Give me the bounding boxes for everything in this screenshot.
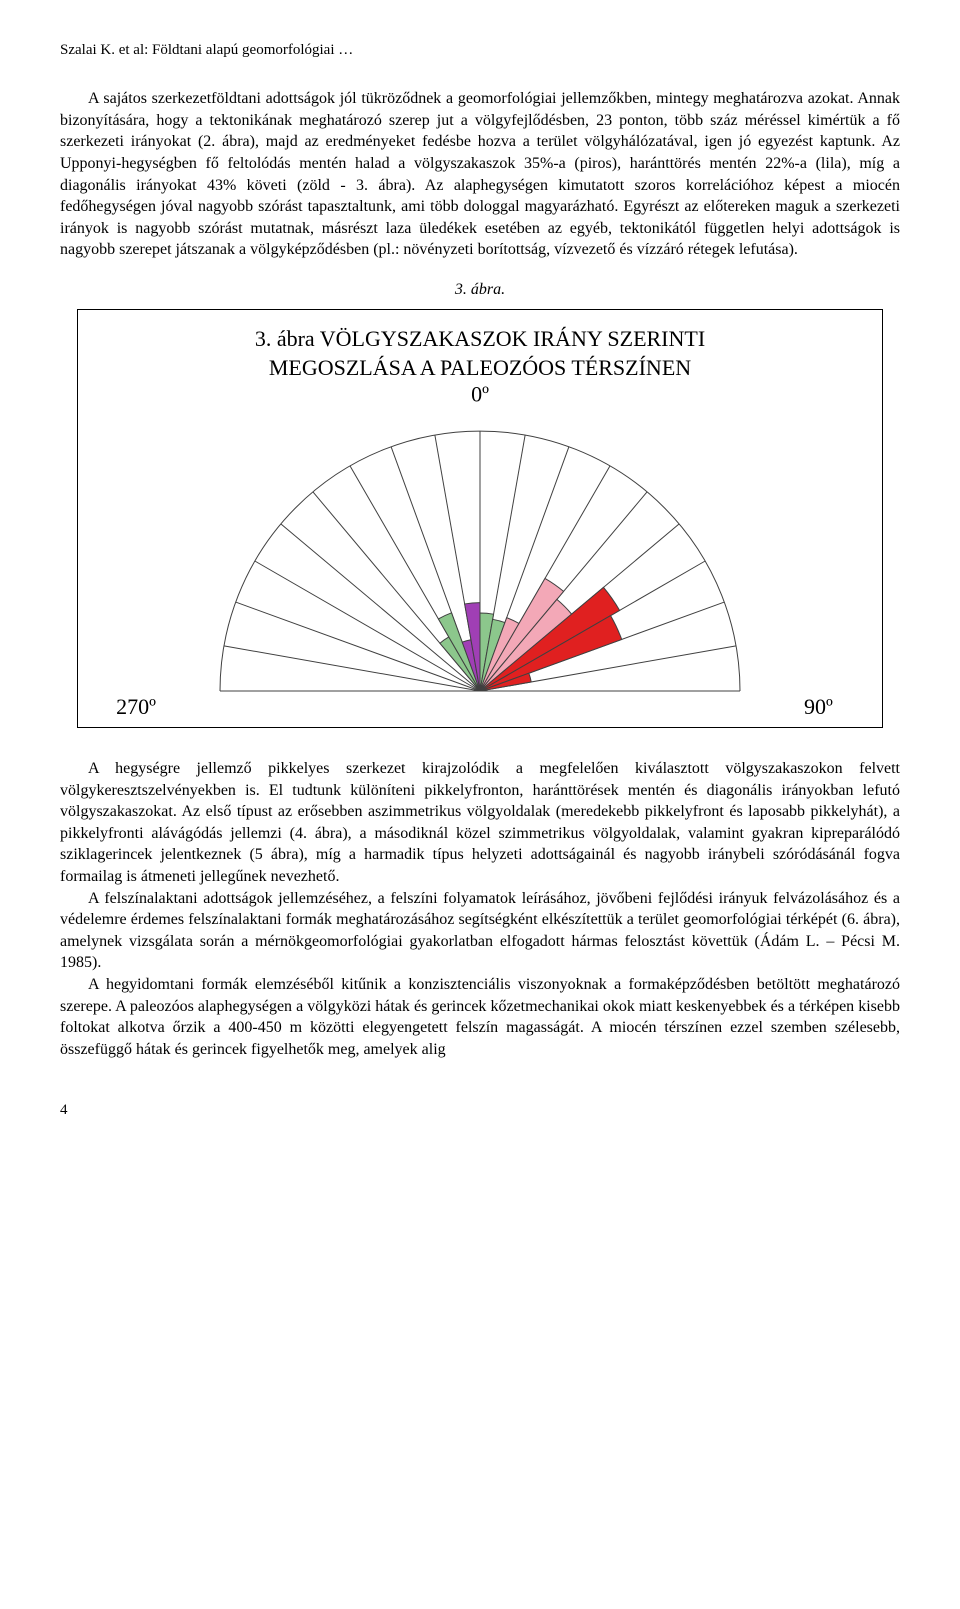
axis-label-90: 90º (804, 692, 833, 722)
paragraph-2: A hegységre jellemző pikkelyes szerkezet… (60, 758, 900, 888)
running-head: Szalai K. et al: Földtani alapú geomorfo… (60, 40, 900, 60)
paragraph-3: A felszínalaktani adottságok jellemzéséh… (60, 888, 900, 974)
figure-title-l2: MEGOSZLÁSA A PALEOZÓOS TÉRSZÍNEN (269, 355, 691, 380)
axis-label-0: 0º (471, 379, 489, 409)
figure-3: 3. ábra VÖLGYSZAKASZOK IRÁNY SZERINTI ME… (77, 309, 883, 728)
page-number: 4 (60, 1100, 900, 1120)
rose-chart: 0º 270º 90º (160, 413, 800, 713)
rose-svg (160, 413, 800, 703)
figure-title-l1: VÖLGYSZAKASZOK IRÁNY SZERINTI (315, 326, 706, 351)
figure-caption: 3. ábra. (60, 279, 900, 301)
figure-title: 3. ábra VÖLGYSZAKASZOK IRÁNY SZERINTI ME… (92, 324, 868, 383)
figure-title-prefix: 3. ábra (255, 326, 315, 351)
paragraph-1: A sajátos szerkezetföldtani adottságok j… (60, 88, 900, 261)
axis-label-270: 270º (116, 692, 156, 722)
paragraph-4: A hegyidomtani formák elemzéséből kitűni… (60, 974, 900, 1060)
